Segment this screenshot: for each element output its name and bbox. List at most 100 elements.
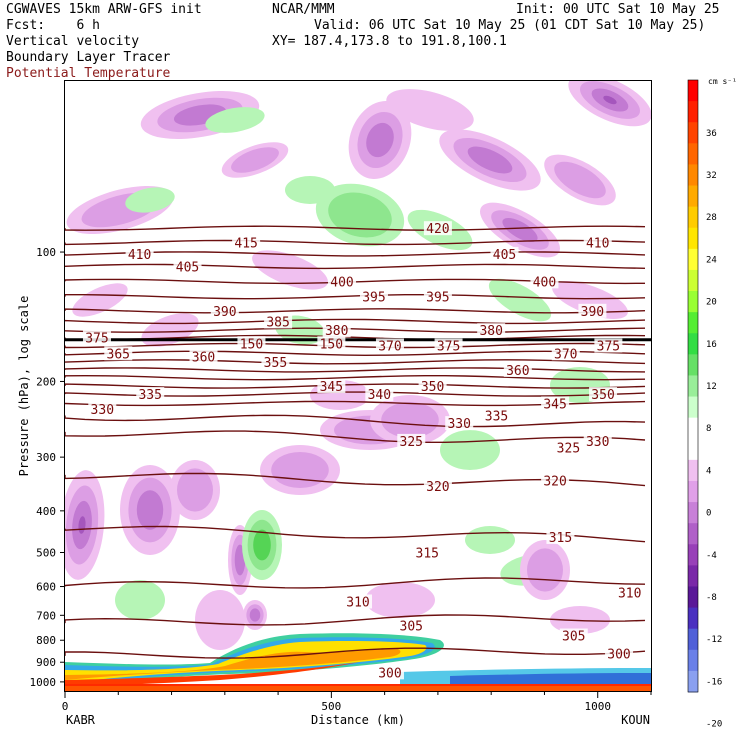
init-time: Init: 00 UTC Sat 10 May 25 — [516, 2, 720, 17]
subsidence-blob — [72, 283, 128, 317]
contour-label: 345 — [320, 380, 343, 395]
subsidence-blob — [386, 89, 474, 131]
contour-label: 320 — [543, 475, 566, 490]
theta-contour — [65, 263, 646, 270]
y-tick-label: 200 — [36, 375, 56, 388]
contour-label-bg — [541, 473, 570, 488]
contour-label: 405 — [176, 260, 199, 275]
x-start-station: KABR — [66, 713, 96, 727]
contour-label-bg — [530, 274, 559, 289]
contour-label-bg — [503, 362, 532, 377]
colorbar-swatch — [688, 269, 698, 292]
y-tick-label: 800 — [36, 634, 56, 647]
contour-label-bg — [210, 303, 239, 318]
contour-label-bg — [477, 323, 506, 338]
contour-label: 375 — [437, 340, 460, 355]
colorbar-label: 36 — [706, 129, 717, 139]
contour-label: 305 — [562, 630, 585, 645]
contour-label: 360 — [192, 351, 215, 366]
theta-contour — [65, 525, 646, 543]
colorbar-swatch — [688, 333, 698, 355]
contour-label-bg — [605, 646, 634, 661]
contour-label-bg — [365, 387, 394, 402]
colorbar-swatch — [688, 480, 698, 503]
subsidence-blob — [365, 582, 435, 618]
colorbar-swatch — [688, 565, 698, 587]
subsidence-blob — [552, 281, 628, 319]
colorbar-swatch — [688, 649, 698, 672]
subsidence-blob — [271, 452, 329, 488]
colorbar-swatch — [688, 670, 698, 693]
y-tick-label: 400 — [36, 505, 56, 518]
colorbar-swatch — [688, 164, 698, 187]
contour-label: 345 — [543, 397, 566, 412]
contour-label-bg — [583, 433, 612, 448]
contour-label-bg — [82, 330, 111, 345]
contour-label-bg — [551, 346, 580, 361]
theta-contour — [65, 359, 646, 365]
contour-label-bg — [490, 246, 519, 261]
x-axis: 0 500 1000 — [62, 691, 652, 713]
colorbar-label: -4 — [706, 551, 717, 561]
subsidence-blob — [366, 122, 394, 158]
tracer-layer — [65, 648, 401, 680]
contour-label-bg — [264, 314, 293, 329]
contour-label: 355 — [264, 356, 287, 371]
updraft-blob — [253, 529, 271, 561]
subsidence-blob — [381, 402, 439, 438]
forecast-hour: Fcst: 6 h — [6, 18, 100, 33]
contour-label-bg — [136, 387, 165, 402]
colorbar-swatch — [688, 459, 698, 482]
y-tick-label: 600 — [36, 581, 56, 594]
tracer-layer — [65, 686, 651, 691]
colorbar-swatch — [688, 586, 698, 609]
contour-label-bg — [615, 585, 644, 600]
contour-label-bg — [359, 289, 388, 304]
contour-label-bg — [322, 323, 351, 338]
plot-frame — [64, 80, 652, 692]
colorbar-label: 0 — [706, 509, 711, 519]
contour-label: 325 — [400, 435, 423, 450]
theta-contour — [65, 577, 646, 589]
x-axis-label: Distance (km) — [311, 713, 405, 727]
colorbar-swatch — [688, 544, 698, 566]
theta-contour — [65, 430, 646, 443]
contour-label-bg — [434, 338, 463, 353]
contour-label-bg — [589, 387, 618, 402]
theta-contour — [65, 225, 646, 231]
org-label: NCAR/MMM — [272, 2, 335, 17]
contour-label: 330 — [91, 403, 114, 418]
contour-label-bg — [375, 665, 404, 680]
x-tick-label: 500 — [321, 700, 341, 713]
contour-label-bg — [559, 628, 588, 643]
y-tick-label: 500 — [36, 546, 56, 559]
field-boundary-layer-tracer: Boundary Layer Tracer — [6, 50, 171, 65]
y-tick-label: 900 — [36, 656, 56, 669]
subsidence-blob — [141, 313, 199, 347]
updraft-blob — [440, 430, 500, 470]
colorbar-swatch — [688, 206, 698, 229]
x-tick-label: 1000 — [584, 700, 611, 713]
contour-label: 320 — [426, 480, 449, 495]
colorbar-swatch — [688, 227, 698, 250]
contour-labels: 420 410 405 415 405 410 400 400 395 395 390 390 385 3… — [82, 221, 644, 681]
subsidence-blob — [502, 217, 538, 243]
subsidence-blob — [252, 250, 328, 290]
updraft-blob — [205, 107, 265, 133]
colorbar-label: -16 — [706, 677, 722, 687]
colorbar-label: 28 — [706, 213, 717, 223]
contour-label-bg — [413, 545, 442, 560]
subsidence-blob — [527, 548, 563, 592]
contour-label-bg — [232, 235, 261, 250]
contour-label: 370 — [378, 340, 401, 355]
contour-label: 410 — [128, 248, 151, 263]
contour-label: 305 — [400, 620, 423, 635]
contour-label: 395 — [362, 291, 385, 306]
x-tick-label: 0 — [62, 700, 69, 713]
contour-label: 335 — [485, 409, 508, 424]
updraft-blob — [328, 192, 392, 238]
y-tick-label: 1000 — [30, 676, 57, 689]
model-title: CGWAVES 15km ARW-GFS init — [6, 2, 202, 17]
updraft-blob — [465, 526, 515, 554]
